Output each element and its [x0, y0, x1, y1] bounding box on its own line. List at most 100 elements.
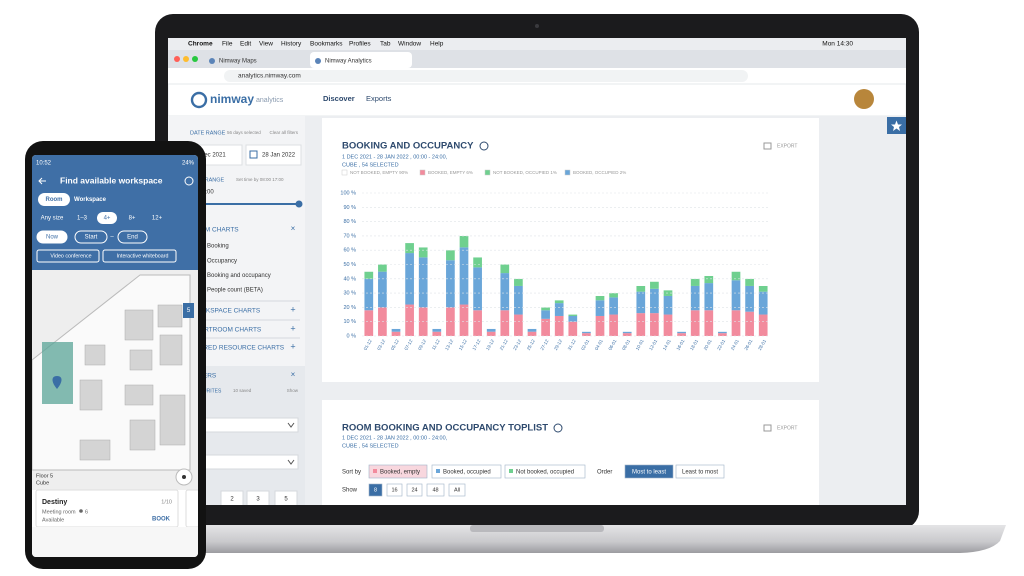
sort-chip[interactable]: [368, 464, 428, 479]
address-bar[interactable]: [224, 70, 748, 82]
sort-chip-label: Booked, empty: [380, 470, 420, 476]
tab-active[interactable]: [310, 52, 412, 68]
show-option[interactable]: [406, 483, 423, 497]
link[interactable]: Show: [287, 388, 299, 393]
minimize-button[interactable]: [183, 56, 189, 62]
section-title[interactable]: WORKSPACE CHARTS: [190, 308, 261, 315]
time-chip: Now: [46, 235, 59, 241]
show-option[interactable]: [386, 483, 403, 497]
section-title[interactable]: SHARED RESOURCE CHARTS: [190, 345, 285, 352]
floor-badge[interactable]: [183, 303, 194, 318]
bar-segment: [527, 193, 537, 329]
bar-segment: [554, 303, 564, 316]
nav-link[interactable]: Exports: [366, 94, 392, 103]
zoom-button[interactable]: [192, 56, 198, 62]
location-pin: [52, 376, 62, 389]
menu-item[interactable]: View: [259, 41, 273, 48]
tab-pill[interactable]: [38, 193, 70, 206]
size-option[interactable]: 8+: [129, 216, 136, 222]
size-option[interactable]: [246, 490, 270, 507]
note: 10 saved: [233, 388, 252, 393]
nav-link[interactable]: Discover: [323, 94, 355, 103]
show-option[interactable]: [448, 483, 466, 497]
avatar[interactable]: [854, 89, 874, 109]
help-icon[interactable]: [184, 176, 194, 186]
bar-segment: [690, 310, 700, 336]
bar-segment: [514, 314, 523, 336]
expand-icon[interactable]: +: [290, 341, 295, 351]
tab-title[interactable]: Nimway Maps: [219, 59, 257, 65]
filter-select[interactable]: [189, 454, 299, 470]
export-button[interactable]: EXPORT: [777, 143, 797, 149]
size-option[interactable]: Any size: [41, 216, 64, 222]
feature-chip[interactable]: [102, 249, 177, 263]
card-subtitle: 1 DEC 2021 - 28 JAN 2022 , 00:00 - 24:00…: [342, 435, 448, 441]
size-pill[interactable]: [97, 212, 117, 224]
menu-item[interactable]: Tab: [380, 41, 391, 48]
time-pill[interactable]: [117, 230, 148, 244]
back-arrow[interactable]: [38, 177, 46, 185]
status-battery: 24%: [182, 161, 195, 167]
tab-label[interactable]: Workspace: [74, 197, 107, 203]
book-button[interactable]: BOOK: [152, 517, 171, 523]
chart-option[interactable]: People count (BETA): [207, 288, 263, 294]
y-tick-label: 90 %: [343, 205, 356, 211]
sort-chip[interactable]: [504, 464, 586, 479]
menu-item[interactable]: Help: [430, 41, 444, 48]
size-option[interactable]: [274, 490, 298, 507]
filter-select[interactable]: [189, 417, 299, 433]
chart-option[interactable]: Booking: [207, 244, 229, 250]
menu-item[interactable]: Profiles: [349, 41, 371, 48]
export-button[interactable]: EXPORT: [777, 425, 797, 431]
phone-title: Find available workspace: [60, 175, 163, 185]
bar-segment: [636, 193, 646, 286]
collapse-icon[interactable]: ×: [291, 224, 296, 233]
close-button[interactable]: [174, 56, 180, 62]
time-pill[interactable]: [74, 230, 108, 244]
size-option[interactable]: [220, 490, 244, 507]
bar-segment: [364, 310, 374, 336]
bar-segment: [405, 253, 414, 305]
bar-segment: [595, 300, 605, 316]
show-option[interactable]: [426, 483, 445, 497]
menu-item[interactable]: Edit: [240, 41, 251, 48]
menu-item[interactable]: Bookmarks: [310, 41, 343, 48]
link[interactable]: Clear all filters: [269, 130, 298, 135]
menu-item[interactable]: Window: [398, 41, 421, 48]
collapse-icon[interactable]: ×: [291, 370, 296, 379]
chart-option[interactable]: Booking and occupancy: [207, 273, 271, 279]
size-option[interactable]: 4+: [104, 216, 111, 222]
tab-title[interactable]: Nimway Analytics: [325, 59, 372, 65]
x-tick-label: 15-12: [458, 338, 468, 351]
menu-item[interactable]: File: [222, 41, 233, 48]
order-button[interactable]: [675, 464, 725, 479]
info-icon[interactable]: [553, 423, 563, 433]
tab[interactable]: [204, 52, 308, 68]
chart-option[interactable]: Occupancy: [207, 258, 237, 264]
rooms: [79, 304, 186, 461]
slider-knob[interactable]: [295, 200, 303, 208]
info-icon[interactable]: [479, 141, 489, 151]
tab-label[interactable]: Room: [46, 197, 63, 203]
room-name: Destiny: [42, 499, 67, 506]
size-option[interactable]: 1–3: [77, 216, 88, 222]
url[interactable]: analytics.nimway.com: [238, 73, 301, 80]
time-pill[interactable]: [36, 230, 68, 244]
menu-bar: [168, 38, 906, 50]
feature-chip[interactable]: [36, 249, 100, 263]
section-title[interactable]: SMARTROOM CHARTS: [190, 327, 262, 334]
show-option[interactable]: [368, 483, 383, 497]
date-input[interactable]: [245, 144, 302, 166]
expand-icon[interactable]: +: [290, 323, 295, 333]
bar-segment: [650, 288, 659, 314]
x-tick-label: 04-01: [594, 338, 604, 351]
export-icon[interactable]: [763, 142, 772, 150]
phone-screen: 10:52 24% Find available workspace Room Work…: [32, 155, 198, 557]
size-option[interactable]: 12+: [152, 216, 163, 222]
sort-chip[interactable]: [431, 464, 502, 479]
expand-icon[interactable]: +: [290, 304, 295, 314]
section-title[interactable]: ROOM CHARTS: [190, 227, 239, 234]
order-button[interactable]: [624, 464, 674, 479]
export-icon[interactable]: [763, 424, 772, 432]
menu-item[interactable]: History: [281, 41, 302, 48]
